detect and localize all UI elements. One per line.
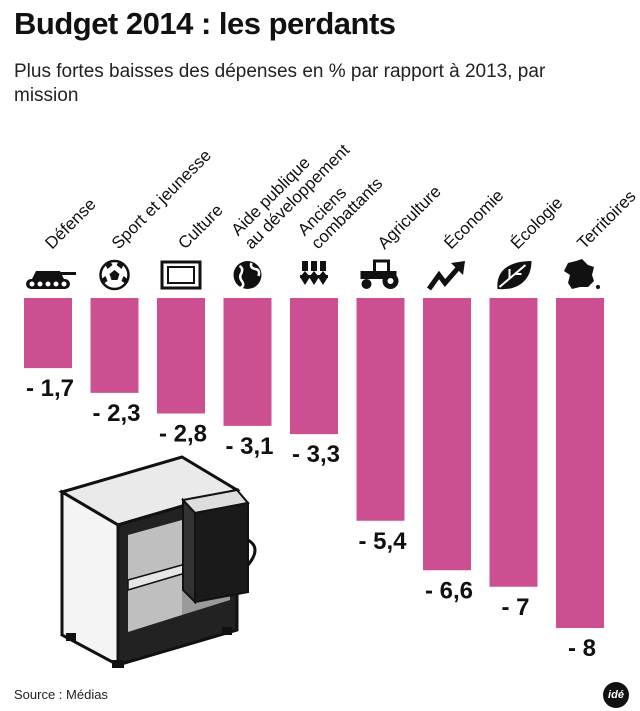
tank-icon (26, 271, 76, 289)
leaf-icon (497, 261, 532, 290)
bar (157, 298, 205, 414)
picture-frame-icon (160, 260, 202, 290)
bar (489, 298, 538, 587)
chart-title: Budget 2014 : les perdants (14, 6, 396, 41)
category-label: Agriculture (374, 182, 445, 253)
value-label: - 1,7 (26, 375, 74, 402)
bar (423, 298, 471, 571)
bar (223, 298, 272, 426)
chart-subtitle: Plus fortes baisses des dépenses en % pa… (14, 61, 546, 106)
category-label: Défense (41, 195, 99, 253)
value-label: - 3,3 (292, 441, 340, 468)
open-safe-illustration (58, 455, 257, 668)
france-map-icon (564, 259, 600, 289)
source-note: Source : Médias (14, 687, 108, 702)
globe-icon (233, 261, 262, 290)
bar (356, 298, 405, 521)
bar (90, 298, 139, 393)
tractor-icon (360, 259, 399, 289)
soccer-ball-icon (99, 259, 130, 291)
publisher-logo: idé (603, 682, 629, 708)
category-label: Culture (174, 201, 226, 253)
value-label: - 2,8 (159, 421, 207, 448)
value-label: - 7 (501, 594, 529, 621)
category-label: Économie (440, 186, 507, 253)
value-label: - 5,4 (358, 528, 407, 555)
bar (290, 298, 338, 435)
value-label: - 3,1 (225, 433, 273, 460)
value-label: - 6,6 (425, 577, 473, 604)
category-label: Territoires (573, 187, 639, 253)
value-label: - 2,3 (92, 400, 140, 427)
medals-icon (300, 261, 328, 285)
category-label: Écologie (507, 193, 567, 253)
bar (556, 298, 604, 628)
rising-arrow-icon (426, 261, 465, 291)
value-label: - 8 (568, 635, 596, 662)
bar (24, 298, 72, 369)
